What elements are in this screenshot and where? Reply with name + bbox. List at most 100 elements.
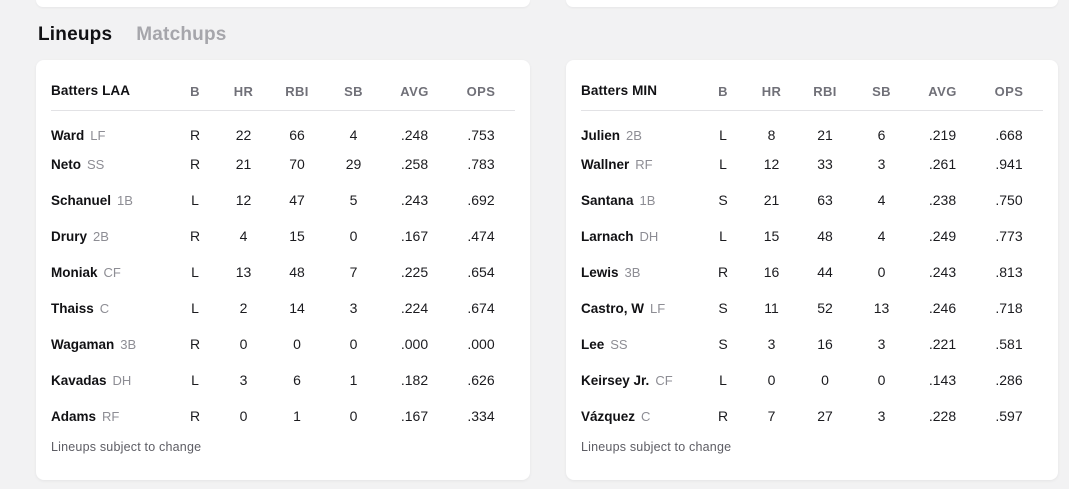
stat-avg: .219 (928, 126, 957, 143)
player-name: Adams (51, 408, 97, 424)
stat-avg: .258 (400, 156, 429, 172)
stat-bats: S (718, 192, 728, 208)
player-position: SS (87, 156, 105, 172)
player-name: Neto (51, 156, 81, 172)
player-position: 3B (624, 264, 641, 280)
stat-rbi: 66 (289, 126, 305, 143)
stat-sb: 0 (877, 264, 886, 280)
batter-row: Larnach DH L 15 48 4 .249 .773 (581, 218, 1043, 254)
stat-sb: 3 (877, 336, 886, 352)
stat-sb: 1 (349, 372, 358, 388)
column-header-avg: AVG (382, 60, 447, 111)
stat-avg: .238 (928, 192, 957, 208)
tab-lineups[interactable]: Lineups (38, 24, 113, 45)
stat-sb: 7 (349, 264, 358, 280)
batter-row: Schanuel 1B L 12 47 5 .243 .692 (51, 182, 515, 218)
batter-row: Kavadas DH L 3 6 1 .182 .626 (51, 362, 515, 398)
batter-row: Castro, W LF S 11 52 13 .246 .718 (581, 290, 1043, 326)
player-name: Santana (581, 192, 634, 208)
batter-row: Neto SS R 21 70 29 .258 .783 (51, 146, 515, 182)
stat-bats: L (719, 126, 727, 143)
player-position: 2B (626, 127, 642, 143)
stat-bats: L (191, 192, 199, 208)
stat-hr: 2 (239, 300, 248, 316)
stat-rbi: 48 (817, 228, 833, 244)
stat-avg: .248 (400, 126, 429, 143)
lineup-card-laa: Batters LAA B HR RBI SB AVG OPS Ward LF R 22 6… (36, 60, 530, 480)
stat-rbi: 70 (289, 156, 305, 172)
previous-card-bottom-right (566, 0, 1058, 7)
stat-avg: .167 (400, 408, 429, 424)
stat-ops: .692 (467, 192, 495, 208)
batter-row: Lee SS S 3 16 3 .221 .581 (581, 326, 1043, 362)
table-header-row: Batters MIN B HR RBI SB AVG OPS (581, 60, 1043, 111)
stat-bats: S (718, 336, 728, 352)
stat-bats: R (717, 264, 729, 280)
player-name: Lee (581, 336, 605, 352)
stat-ops: .286 (995, 372, 1023, 388)
stat-rbi: 33 (817, 156, 833, 172)
stat-avg: .167 (400, 228, 429, 244)
stat-sb: 3 (877, 156, 886, 172)
previous-card-bottom-left (36, 0, 530, 7)
stat-bats: R (189, 228, 201, 244)
stat-ops: .000 (467, 336, 495, 352)
stat-rbi: 44 (817, 264, 833, 280)
player-position: RF (102, 408, 120, 424)
stat-sb: 0 (877, 372, 886, 388)
tab-matchups[interactable]: Matchups (136, 24, 227, 45)
column-header-hr: HR (746, 60, 797, 111)
column-header-ops: OPS (975, 60, 1043, 111)
lineup-table: Batters MIN B HR RBI SB AVG OPS Julien 2B L 8 … (581, 60, 1043, 434)
player-position: DH (639, 228, 659, 244)
player-position: DH (112, 372, 132, 388)
stat-sb: 13 (873, 300, 890, 316)
player-position: SS (610, 336, 628, 352)
stat-hr: 8 (767, 126, 776, 143)
batter-name-cell: Wallner RF (581, 146, 700, 182)
batter-name-cell: Vázquez C (581, 398, 700, 434)
stat-hr: 7 (767, 408, 776, 424)
player-name: Vázquez (581, 408, 636, 424)
batter-name-cell: Kavadas DH (51, 362, 172, 398)
player-position: RF (635, 156, 653, 172)
batter-name-cell: Julien 2B (581, 110, 700, 146)
batter-name-cell: Drury 2B (51, 218, 172, 254)
player-position: CF (655, 372, 673, 388)
player-name: Moniak (51, 264, 98, 280)
player-name: Castro, W (581, 300, 645, 316)
player-name: Drury (51, 228, 88, 244)
stat-sb: 3 (349, 300, 358, 316)
stat-rbi: 0 (821, 372, 829, 388)
player-name: Wallner (581, 156, 630, 172)
player-name: Thaiss (51, 300, 94, 316)
batter-name-cell: Moniak CF (51, 254, 172, 290)
stat-sb: 0 (349, 336, 358, 352)
stat-sb: 0 (349, 408, 358, 424)
batter-name-cell: Schanuel 1B (51, 182, 172, 218)
batter-name-cell: Wagaman 3B (51, 326, 172, 362)
stat-rbi: 16 (817, 336, 833, 352)
stat-hr: 15 (763, 228, 780, 244)
stat-hr: 0 (767, 372, 776, 388)
stat-ops: .474 (467, 228, 495, 244)
batter-name-cell: Keirsey Jr. CF (581, 362, 700, 398)
batter-row: Keirsey Jr. CF L 0 0 0 .143 .286 (581, 362, 1043, 398)
batter-row: Santana 1B S 21 63 4 .238 .750 (581, 182, 1043, 218)
stat-sb: 6 (877, 126, 886, 143)
batter-row: Wagaman 3B R 0 0 0 .000 .000 (51, 326, 515, 362)
player-name: Wagaman (51, 336, 115, 352)
stat-bats: L (191, 300, 199, 316)
player-position: CF (103, 264, 121, 280)
stat-rbi: 52 (817, 300, 833, 316)
stat-bats: L (719, 372, 727, 388)
stat-rbi: 1 (293, 408, 301, 424)
lineup-cards: Batters LAA B HR RBI SB AVG OPS Ward LF R 22 6… (36, 60, 1058, 480)
table-header-row: Batters LAA B HR RBI SB AVG OPS (51, 60, 515, 111)
stat-bats: R (189, 336, 201, 352)
column-header-rbi: RBI (797, 60, 853, 111)
batter-name-cell: Neto SS (51, 146, 172, 182)
stat-rbi: 21 (817, 126, 833, 143)
stat-avg: .228 (928, 408, 957, 424)
stat-avg: .243 (928, 264, 957, 280)
